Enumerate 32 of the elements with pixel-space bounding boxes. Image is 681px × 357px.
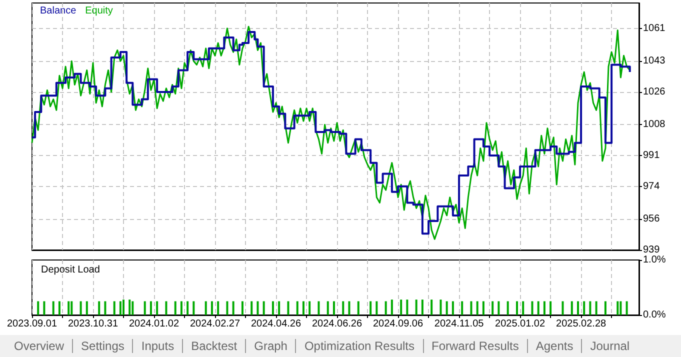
y-tick-label: 956	[643, 214, 660, 225]
text: Overview	[13, 339, 66, 353]
x-tick-label: 2023.10.31	[68, 318, 118, 330]
chart-title: Deposit Load	[41, 264, 100, 276]
y-tick-label: 991	[643, 150, 660, 162]
y-tick-label: 1043	[643, 56, 666, 67]
text: Inputs	[132, 339, 182, 353]
y-tick-label: 1061	[643, 22, 666, 34]
text: Balance	[40, 6, 77, 16]
y-tick-label: 1026	[643, 86, 666, 98]
text: Settings	[72, 339, 132, 353]
x-tick-label: 2024.01.02	[128, 318, 180, 330]
x-tick-label: 2024.04.26	[250, 318, 302, 330]
x-tick-label: 2024.11.05	[434, 318, 484, 330]
text: Forward Results	[422, 339, 527, 353]
text: Optimization Results	[295, 339, 423, 353]
y-tick-label: 1008	[643, 119, 666, 130]
y-tick-label: 974	[643, 180, 660, 192]
text: Graph	[245, 339, 296, 353]
x-tick-label: 2025.01.02	[495, 318, 546, 330]
x-tick-label: 2024.09.06	[373, 318, 424, 330]
y-tick-label: 1.0%	[643, 254, 666, 266]
text: Equity	[85, 6, 113, 16]
text: Backtest	[182, 339, 246, 353]
text: Journal	[581, 339, 638, 353]
text: Agents	[526, 339, 582, 353]
x-tick-label: 2024.02.27	[190, 318, 240, 330]
y-tick-label: 0.0%	[643, 310, 666, 320]
x-tick-label: 2025.02.28	[556, 318, 606, 330]
y-tick-label: 939	[643, 244, 660, 256]
x-tick-label: 2023.09.01	[6, 318, 58, 330]
x-tick-label: 2024.06.26	[312, 318, 362, 330]
